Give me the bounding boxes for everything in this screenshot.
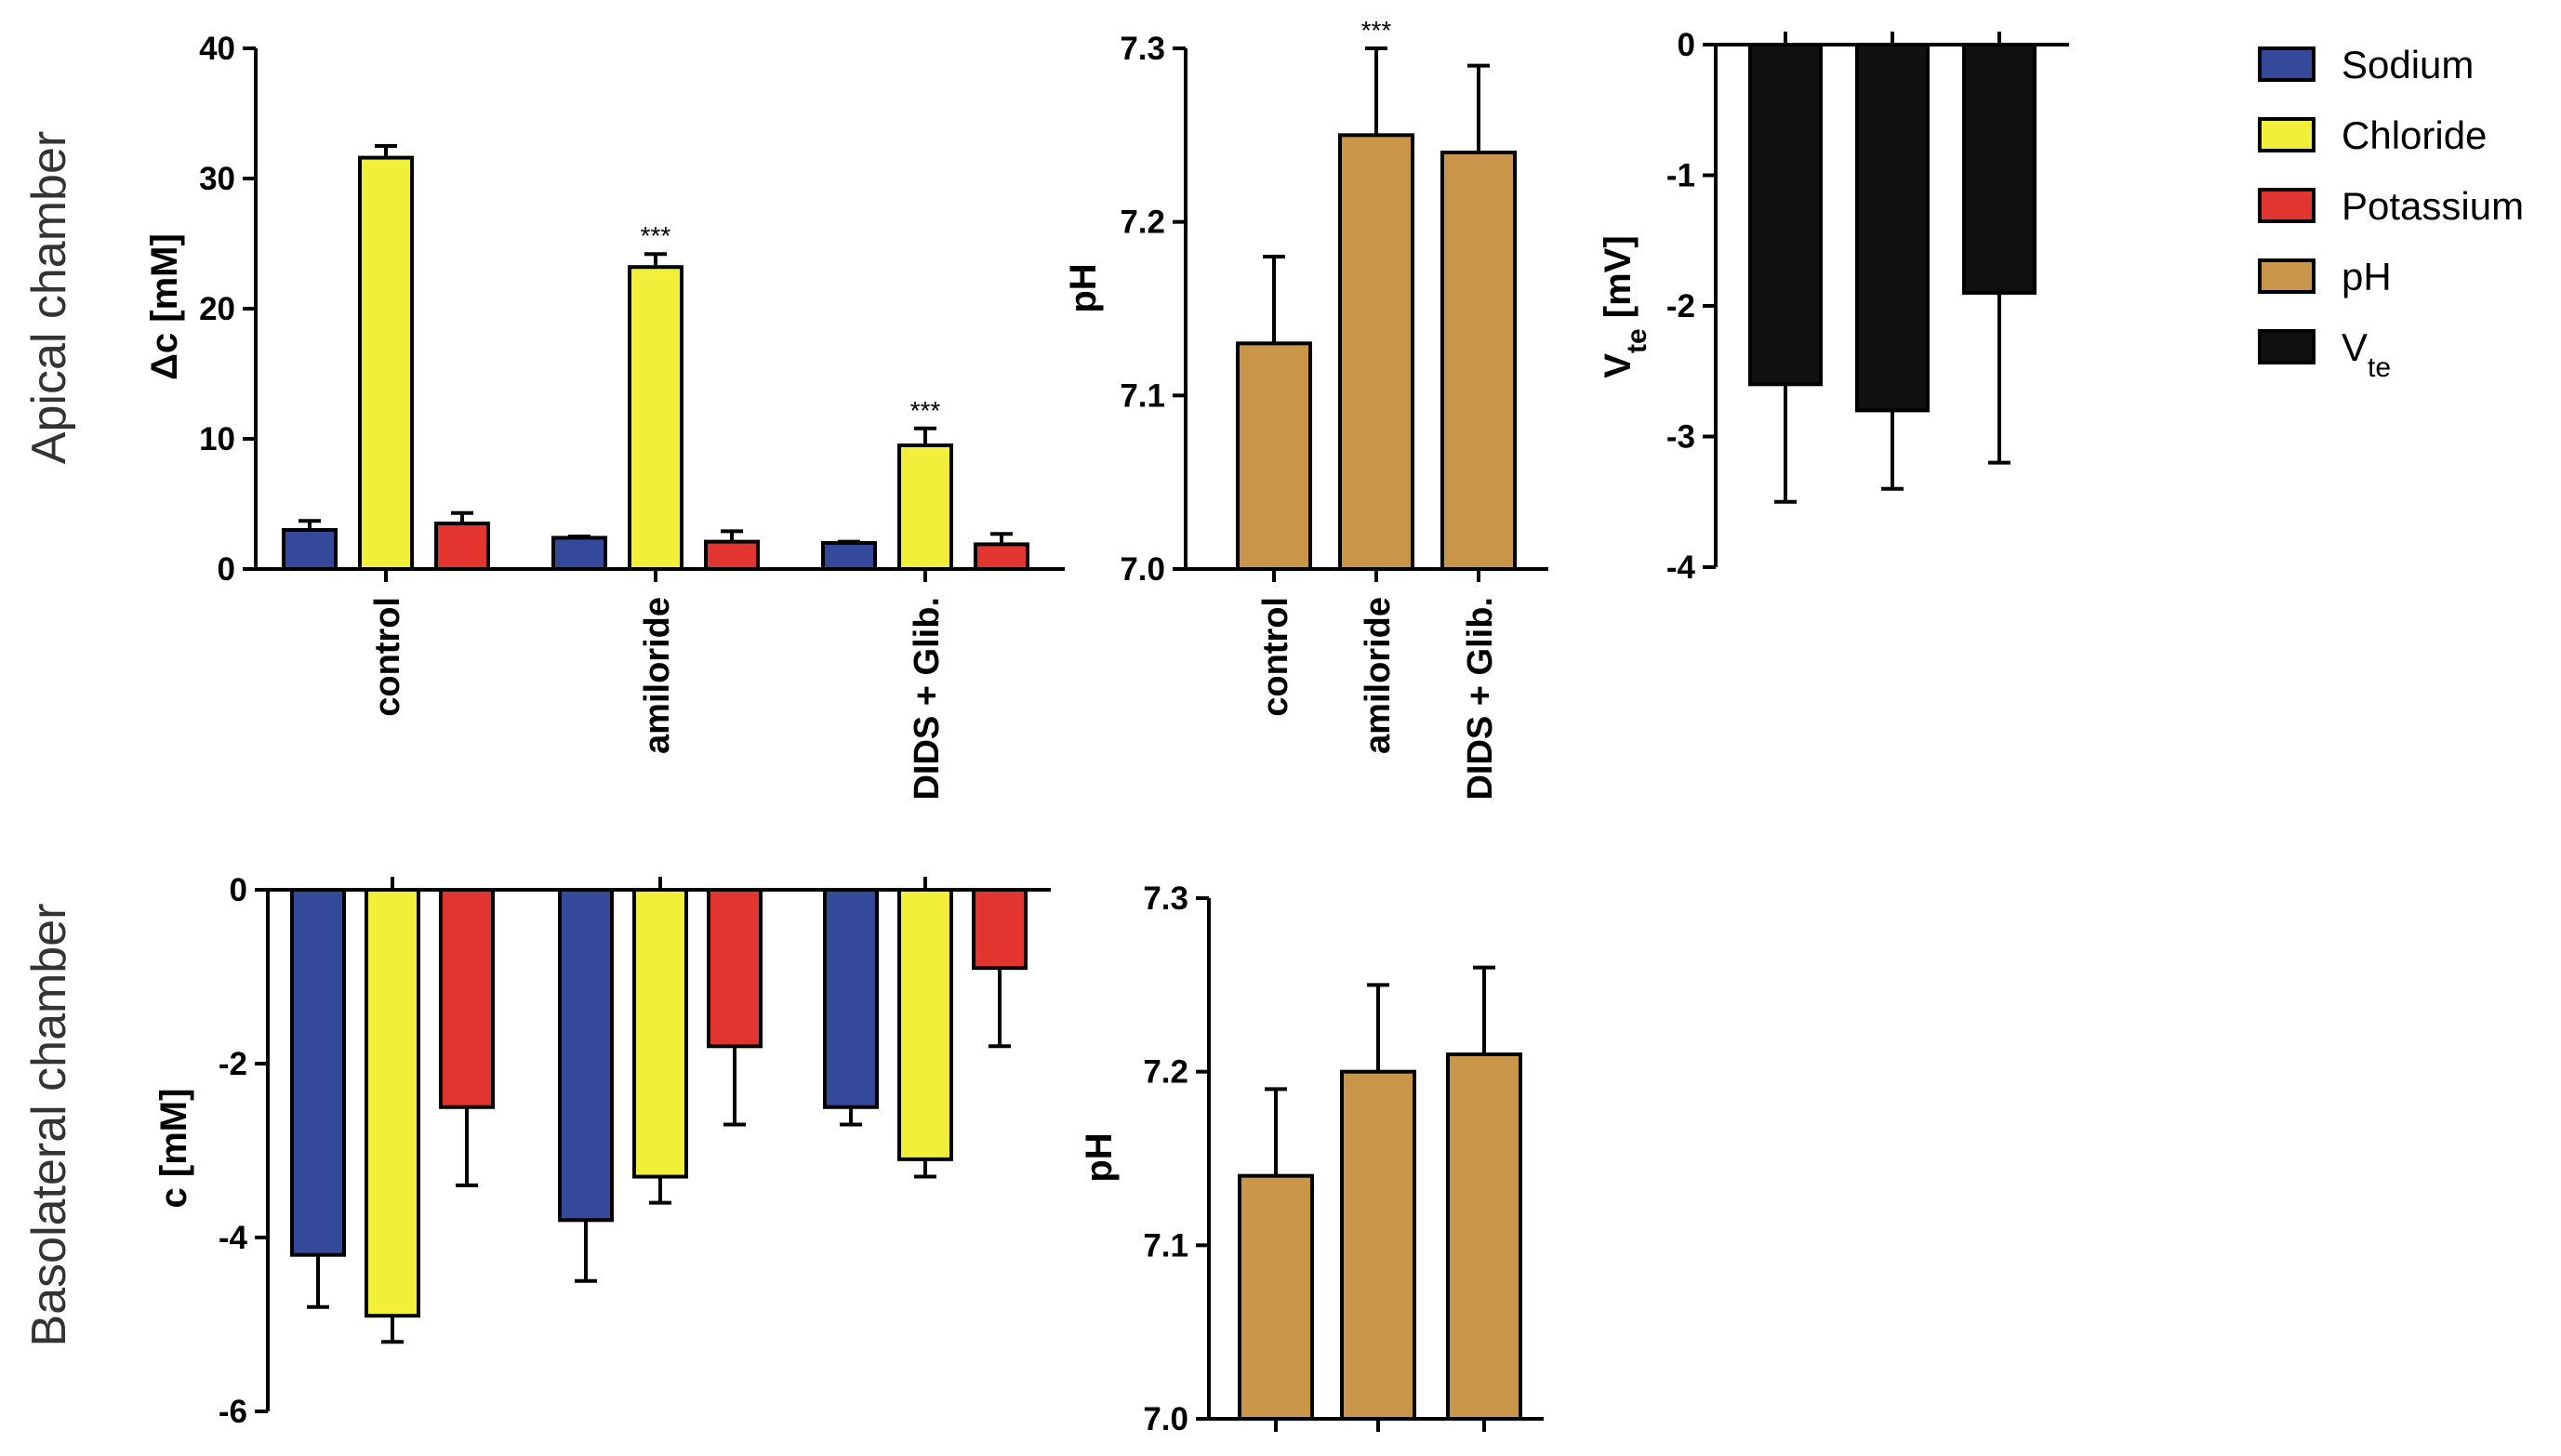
legend-label: pH bbox=[2342, 255, 2392, 298]
legend-swatch bbox=[2258, 258, 2316, 294]
legend: Sodium Chloride Potassium pH Vte bbox=[2258, 43, 2524, 383]
bar bbox=[434, 522, 490, 571]
bar bbox=[1748, 43, 1823, 387]
bar bbox=[1855, 43, 1930, 413]
y-tick-label: -2 bbox=[219, 1046, 247, 1082]
chart-basolateral-ions: 0 -2 -4 -6 c [mM] bbox=[153, 872, 1051, 1430]
bar bbox=[558, 888, 614, 1223]
legend-label: Chloride bbox=[2342, 113, 2487, 157]
y-tick-label: -3 bbox=[1666, 419, 1695, 456]
y-tick-label: 7.1 bbox=[1120, 377, 1165, 414]
bar bbox=[974, 542, 1029, 572]
bar bbox=[1338, 133, 1414, 571]
legend-label: Sodium bbox=[2342, 43, 2474, 86]
bar bbox=[1236, 341, 1312, 572]
bar bbox=[1962, 43, 2037, 295]
bar bbox=[823, 888, 879, 1109]
bar bbox=[1340, 1069, 1416, 1421]
y-tick-label: 7.2 bbox=[1120, 205, 1165, 241]
y-tick-label: 7.2 bbox=[1143, 1054, 1188, 1091]
y-axis-label: pH bbox=[1079, 1132, 1120, 1182]
y-tick-label: 7.1 bbox=[1143, 1227, 1188, 1264]
y-tick-label: 40 bbox=[199, 31, 235, 67]
y-tick-label: 7.0 bbox=[1120, 551, 1165, 588]
bar bbox=[282, 528, 338, 571]
y-tick-label: -4 bbox=[219, 1220, 248, 1256]
x-tick-label: DIDS + Glib. bbox=[1461, 597, 1500, 801]
row-label-apical: Apical chamber bbox=[22, 131, 76, 464]
bar bbox=[365, 888, 420, 1318]
x-tick-label: control bbox=[1256, 597, 1295, 717]
bar bbox=[439, 888, 495, 1109]
y-tick-label: 0 bbox=[218, 551, 235, 588]
x-tick-label: amiloride bbox=[1359, 597, 1398, 754]
y-tick-label: -6 bbox=[219, 1394, 247, 1430]
x-tick-label: amiloride bbox=[638, 597, 677, 754]
chart-apical-ions: 0 10 20 30 40 Δc [mM] control amiloride DIDS + G… bbox=[144, 31, 1065, 801]
bar bbox=[1238, 1173, 1314, 1421]
y-tick-label: 10 bbox=[199, 421, 235, 457]
x-tick-label: DIDS + Glib. bbox=[908, 597, 947, 801]
legend-swatch bbox=[2258, 329, 2316, 364]
y-tick-label: -2 bbox=[1666, 288, 1695, 324]
bar bbox=[704, 539, 760, 571]
y-tick-label: 7.3 bbox=[1143, 880, 1188, 917]
bar bbox=[897, 888, 953, 1161]
bar bbox=[628, 265, 683, 571]
chart-basolateral-ph: 7.0 7.1 7.2 7.3 pH bbox=[1079, 880, 1544, 1437]
y-tick-label: -1 bbox=[1666, 158, 1695, 194]
chart-apical-ph: 7.0 7.1 7.2 7.3 pH control amiloride DIDS + Gli… bbox=[1063, 16, 1548, 801]
bar bbox=[632, 888, 688, 1179]
y-axis-label: Vte [mV] bbox=[1598, 235, 1652, 377]
legend-label: Potassium bbox=[2342, 184, 2524, 228]
y-tick-label: 7.0 bbox=[1143, 1401, 1188, 1437]
bar bbox=[290, 888, 346, 1257]
y-tick-label: -4 bbox=[1666, 549, 1696, 586]
significance-label: *** bbox=[641, 221, 671, 250]
bar bbox=[972, 888, 1028, 971]
bar bbox=[897, 443, 953, 571]
x-tick-label: control bbox=[368, 597, 407, 717]
significance-label: *** bbox=[1361, 16, 1392, 45]
y-tick-label: 7.3 bbox=[1120, 31, 1165, 67]
bar bbox=[551, 536, 607, 572]
bar bbox=[821, 541, 877, 571]
y-axis-label: Δc [mM] bbox=[144, 233, 185, 380]
bar bbox=[358, 155, 414, 571]
bar bbox=[707, 888, 763, 1049]
row-label-basolateral: Basolateral chamber bbox=[22, 904, 76, 1347]
legend-swatch bbox=[2258, 46, 2316, 82]
y-tick-label: 20 bbox=[199, 291, 235, 327]
y-axis-label: pH bbox=[1063, 263, 1104, 312]
significance-label: *** bbox=[910, 396, 941, 425]
y-tick-label: 0 bbox=[230, 872, 247, 908]
legend-swatch bbox=[2258, 117, 2316, 152]
chart-apical-vte: 0 -1 -2 -3 -4 Vte [mV] bbox=[1598, 27, 2069, 586]
legend-swatch bbox=[2258, 188, 2316, 223]
bar bbox=[1440, 151, 1517, 571]
y-tick-label: 0 bbox=[1678, 27, 1695, 63]
bar bbox=[1446, 1052, 1522, 1421]
y-tick-label: 30 bbox=[199, 161, 235, 197]
legend-label: Vte bbox=[2342, 325, 2391, 383]
y-axis-label: c [mM] bbox=[153, 1089, 194, 1209]
